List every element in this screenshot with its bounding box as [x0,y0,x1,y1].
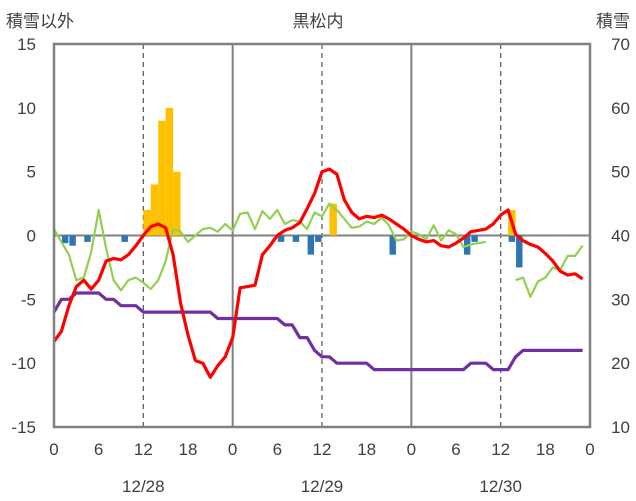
x-axis-ticks: 0 6 12 18 0 6 12 18 0 6 12 18 0 [49,440,594,459]
x-tick-label: 0 [585,440,594,459]
precip-bar [277,235,285,242]
snow-depth-line [52,291,583,372]
x-tick-label: 18 [357,440,376,459]
precip-bar [121,235,128,242]
date-labels: 12/28 12/29 12/30 [122,477,522,496]
x-tick-label: 0 [407,440,416,459]
left-tick-label: 5 [27,163,36,182]
x-tick-label: 6 [273,440,282,459]
precip-bar [508,235,516,242]
left-tick-label: 0 [27,227,36,246]
snowfall-bar [165,107,174,236]
precip-bar [307,235,315,255]
precip-bar [84,235,91,242]
right-axis-label: 積雪 [596,12,630,32]
x-tick-label: 0 [49,440,58,459]
snowfall-bar [329,203,337,236]
x-tick-label: 12 [134,440,153,459]
right-tick-label: 40 [611,227,630,246]
right-axis-ticks: 70 60 50 40 30 20 10 [611,35,630,437]
bars [61,107,523,268]
precip-bar [61,235,69,244]
right-tick-label: 30 [611,290,630,309]
left-axis-label: 積雪以外 [6,12,74,32]
chart-title: 黒松内 [293,12,344,32]
precip-bar [69,235,76,246]
left-tick-label: -15 [11,418,36,437]
snowfall-bar [158,120,166,236]
precip-bar [471,235,478,242]
right-tick-label: 60 [611,99,630,118]
right-tick-label: 70 [611,35,630,54]
wind-line [515,245,584,298]
temperature-line [52,167,584,379]
plot-border [52,42,592,429]
right-tick-label: 10 [611,418,630,437]
x-tick-label: 18 [536,440,555,459]
right-tick-label: 20 [611,354,630,373]
left-tick-label: 15 [17,35,36,54]
snowfall-bar [173,171,181,236]
x-tick-label: 18 [179,440,198,459]
x-tick-label: 12 [313,440,332,459]
snowfall-bar [150,184,159,236]
left-axis-ticks: 15 10 5 0 -5 -10 -15 [11,35,36,437]
left-tick-label: 10 [17,99,36,118]
x-tick-label: 12 [491,440,510,459]
wind-line [53,202,486,292]
date-label: 12/28 [122,477,165,496]
snowfall-bar [143,209,151,236]
precip-bar [292,235,300,242]
x-tick-label: 0 [228,440,237,459]
date-label: 12/29 [301,477,344,496]
left-tick-label: -5 [21,290,36,309]
precip-bar [315,235,322,242]
x-tick-label: 6 [451,440,460,459]
plot-frame [52,42,592,429]
x-tick-label: 6 [94,440,103,459]
right-tick-label: 50 [611,163,630,182]
left-tick-label: -10 [11,354,36,373]
series-lines [52,167,584,379]
date-label: 12/30 [479,477,522,496]
precip-bar [389,235,396,255]
precip-bar [516,235,523,268]
